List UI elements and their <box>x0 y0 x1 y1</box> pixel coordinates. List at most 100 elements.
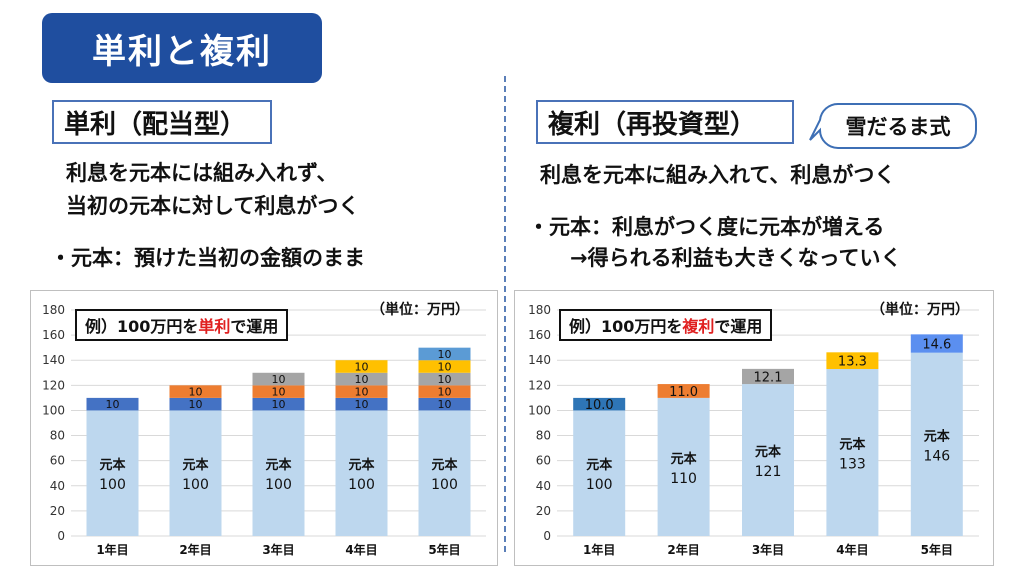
y-tick-label: 80 <box>536 429 551 443</box>
y-tick-label: 120 <box>528 378 551 392</box>
x-tick-label: 4年目 <box>836 542 868 557</box>
note-highlight: 単利 <box>198 317 231 336</box>
interest-label: 10 <box>438 361 452 374</box>
simple-chart-note: 例）100万円を単利で運用 <box>75 309 289 341</box>
principal-label: 元本 <box>755 444 781 460</box>
principal-value-label: 146 <box>923 448 950 464</box>
interest-segment <box>657 384 710 398</box>
compound-chart-note: 例）100万円を複利で運用 <box>559 309 773 341</box>
simple-bullet: ・元本：預けた当初の金額のまま <box>50 246 365 270</box>
interest-label: 10 <box>272 373 286 386</box>
interest-label: 10.0 <box>585 398 614 413</box>
y-tick-label: 40 <box>50 479 65 493</box>
interest-segment <box>335 360 388 373</box>
principal-label: 元本 <box>671 451 697 467</box>
y-tick-label: 20 <box>50 504 65 518</box>
compound-desc-line1: 利息を元本に組み入れて、利息がつく <box>540 163 896 187</box>
x-tick-label: 3年目 <box>752 542 784 557</box>
note-suffix: で運用 <box>714 317 763 336</box>
compound-interest-chart: 0 20 40 60 80 100 120 140 160 180 元本 100 10.0 1年目 元本 11… <box>514 290 994 566</box>
interest-segment <box>252 372 305 386</box>
principal-bar <box>657 397 710 536</box>
simple-desc-line1: 利息を元本には組み入れず、 <box>66 161 338 185</box>
note-highlight: 複利 <box>682 317 715 336</box>
interest-label: 10 <box>438 348 452 361</box>
principal-value-label: 133 <box>839 457 866 473</box>
interest-segment <box>418 347 471 361</box>
y-tick-label: 20 <box>536 504 551 518</box>
note-prefix: 例）100万円を <box>569 317 683 336</box>
principal-value-label: 121 <box>755 464 782 480</box>
y-tick-label: 0 <box>543 529 551 543</box>
note-suffix: で運用 <box>230 317 279 336</box>
interest-label: 10 <box>355 398 369 411</box>
y-tick-label: 120 <box>42 378 65 392</box>
compound-bullet: ・元本：利息がつく度に元本が増える <box>528 215 885 239</box>
interest-label: 10 <box>189 398 203 411</box>
interest-label: 10 <box>438 398 452 411</box>
principal-bar <box>86 410 139 536</box>
principal-label: 元本 <box>99 457 125 473</box>
x-tick-label: 3年目 <box>262 542 294 557</box>
principal-label: 元本 <box>586 457 612 473</box>
principal-bar <box>573 410 626 536</box>
interest-label: 10 <box>355 373 369 386</box>
compound-interest-subtitle: 複利（再投資型） <box>536 100 794 144</box>
interest-label: 10 <box>189 386 203 399</box>
interest-segment <box>418 385 471 398</box>
interest-segment <box>335 372 388 386</box>
principal-value-label: 100 <box>348 477 375 493</box>
speech-bubble: 雪だるま式 <box>809 102 977 149</box>
principal-bar <box>169 410 222 536</box>
principal-label: 元本 <box>431 457 457 473</box>
principal-bar <box>910 352 963 536</box>
interest-label: 10 <box>272 386 286 399</box>
interest-label: 10 <box>355 386 369 399</box>
y-tick-label: 60 <box>536 454 551 468</box>
principal-label: 元本 <box>182 457 208 473</box>
simple-chart-unit: （単位：万円） <box>371 302 469 318</box>
interest-segment <box>418 360 471 373</box>
y-tick-label: 100 <box>42 403 65 417</box>
interest-segment <box>742 368 794 385</box>
page-title: 単利と複利 <box>42 13 322 83</box>
simple-interest-subtitle: 単利（配当型） <box>52 100 272 144</box>
interest-segment <box>252 385 305 398</box>
section-divider <box>504 76 506 552</box>
y-tick-label: 140 <box>42 353 65 367</box>
y-tick-label: 180 <box>528 303 551 317</box>
interest-label: 10 <box>355 361 369 374</box>
y-tick-label: 100 <box>528 403 551 417</box>
interest-label: 13.3 <box>838 355 867 370</box>
y-tick-label: 0 <box>57 529 65 543</box>
interest-segment <box>169 397 222 411</box>
interest-segment <box>910 334 963 353</box>
principal-value-label: 100 <box>99 477 126 493</box>
interest-label: 14.6 <box>922 338 951 353</box>
principal-bar <box>252 410 305 536</box>
x-tick-label: 5年目 <box>921 542 953 557</box>
compound-arrow-line: →得られる利益も大きくなっていく <box>570 246 902 270</box>
simple-interest-chart: 0 20 40 60 80 100 120 140 160 180 元本 100 10 1年目 元本 100 1… <box>30 290 498 566</box>
y-tick-label: 140 <box>528 353 551 367</box>
x-tick-label: 5年目 <box>428 542 460 557</box>
interest-segment <box>418 397 471 411</box>
interest-label: 11.0 <box>669 385 698 400</box>
y-tick-label: 60 <box>50 454 65 468</box>
principal-bar <box>418 410 471 536</box>
compound-chart-unit: （単位：万円） <box>871 302 969 318</box>
speech-bubble-text: 雪だるま式 <box>846 115 951 139</box>
x-tick-label: 4年目 <box>345 542 377 557</box>
principal-label: 元本 <box>924 428 950 444</box>
interest-segment <box>418 372 471 386</box>
interest-label: 10 <box>438 386 452 399</box>
interest-segment <box>86 397 139 411</box>
x-tick-label: 2年目 <box>179 542 211 557</box>
principal-label: 元本 <box>348 457 374 473</box>
interest-segment <box>252 397 305 411</box>
principal-value-label: 100 <box>265 477 292 493</box>
simple-desc-line2: 当初の元本に対して利息がつく <box>66 194 360 218</box>
principal-bar <box>335 410 388 536</box>
y-tick-label: 160 <box>42 328 65 342</box>
x-tick-label: 1年目 <box>583 542 615 557</box>
